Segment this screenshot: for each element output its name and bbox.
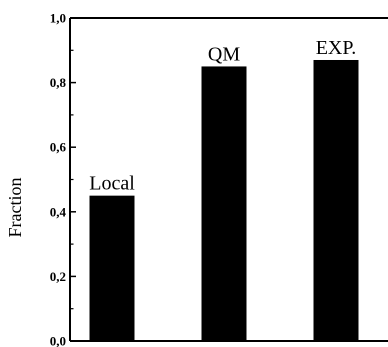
bar-label-qm: QM bbox=[208, 43, 240, 65]
bars bbox=[89, 59, 359, 342]
y-tick-label: 0,8 bbox=[50, 75, 67, 90]
y-axis-title: Fraction bbox=[5, 178, 25, 238]
bar-labels: Local QM EXP. bbox=[89, 37, 356, 195]
y-tick-label: 0,6 bbox=[50, 140, 67, 155]
y-axis-ticks: 0,0 0,2 0,4 0,6 0,8 1,0 bbox=[50, 11, 76, 347]
y-tick-label: 1,0 bbox=[50, 11, 66, 26]
bar-label-local: Local bbox=[89, 173, 135, 195]
y-tick-label: 0,2 bbox=[50, 269, 66, 284]
y-tick-label: 0,0 bbox=[50, 334, 66, 347]
bar-exp bbox=[313, 59, 359, 342]
y-tick-label: 0,4 bbox=[50, 204, 67, 219]
bar-qm bbox=[201, 66, 247, 341]
bar-local bbox=[89, 195, 135, 341]
bar-label-exp: EXP. bbox=[316, 37, 357, 59]
